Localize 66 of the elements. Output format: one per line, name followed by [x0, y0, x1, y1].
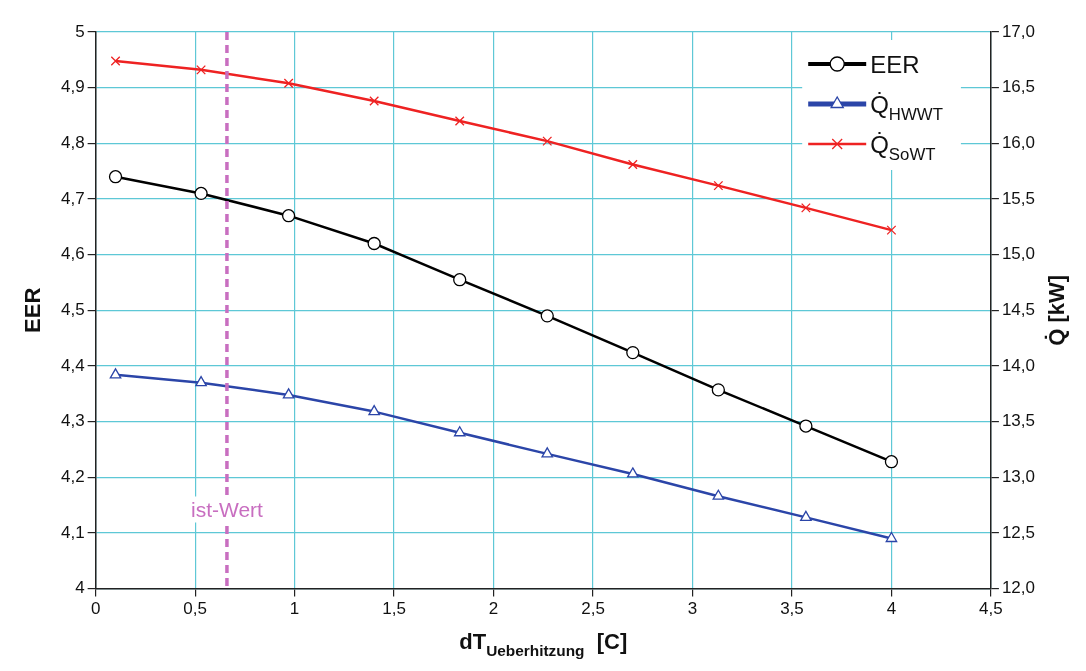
point	[367, 236, 381, 251]
point	[108, 170, 123, 184]
point	[711, 383, 725, 397]
y2-tick-label: 12,0	[1001, 578, 1036, 598]
x-tick-label: 4,5	[979, 599, 1003, 619]
x-tick-label: 2	[488, 599, 499, 619]
y-tick-label: 4,2	[60, 466, 85, 486]
point	[194, 186, 208, 201]
y2-tick-label: 16,0	[1001, 133, 1036, 153]
point	[453, 273, 467, 287]
y2-tick-label: 13,0	[1001, 466, 1036, 486]
point	[713, 180, 724, 191]
point	[453, 426, 466, 437]
y-tick-label: 4,9	[60, 77, 85, 97]
point	[195, 376, 207, 387]
point	[542, 136, 553, 146]
point	[369, 96, 380, 106]
x-tick-label: 1,5	[382, 599, 406, 619]
point	[800, 510, 812, 522]
y2-tick-label: 16,5	[1001, 77, 1036, 97]
y-tick-label: 4,4	[60, 355, 85, 375]
y2-tick-label: 13,5	[1001, 411, 1036, 431]
y2-tick-label: 12,5	[1001, 522, 1036, 542]
point	[110, 56, 121, 66]
x-tick-label: 0	[90, 599, 101, 619]
y-tick-label: 4,6	[60, 244, 85, 264]
point	[884, 455, 899, 469]
y-tick-label: 4	[75, 578, 85, 598]
point	[626, 345, 640, 360]
y2-tick-label: 17,0	[1001, 21, 1036, 41]
y-tick-label: 4,1	[60, 522, 85, 542]
y2-axis-title: Q̇ [kW]	[1043, 274, 1069, 346]
legend-label: EER	[870, 51, 920, 78]
point	[281, 209, 296, 223]
point	[282, 388, 295, 399]
point	[454, 116, 465, 126]
point	[886, 225, 897, 236]
point	[541, 447, 554, 458]
point	[627, 159, 638, 170]
point	[196, 64, 206, 75]
x-tick-label: 3	[687, 599, 698, 619]
y-tick-label: 5	[75, 21, 85, 41]
x-tick-label: 4	[886, 599, 897, 619]
point	[712, 489, 725, 500]
point	[283, 78, 294, 89]
y-tick-label: 4,8	[60, 133, 85, 153]
y-tick-label: 4,5	[60, 299, 85, 319]
point	[801, 202, 811, 213]
point	[799, 419, 813, 433]
y2-tick-label: 15,5	[1001, 188, 1036, 208]
point	[109, 368, 122, 379]
y2-tick-label: 14,5	[1001, 299, 1036, 319]
y-axis-title: EER	[20, 287, 45, 333]
x-tick-label: 0,5	[183, 599, 207, 619]
point	[626, 467, 639, 478]
point	[368, 404, 381, 416]
ref-line-label: ist-Wert	[190, 497, 264, 521]
x-tick-label: 1	[289, 599, 300, 619]
y-tick-label: 4,7	[60, 188, 85, 208]
point	[885, 531, 898, 543]
y2-tick-label: 15,0	[1001, 244, 1036, 264]
point	[540, 309, 554, 323]
y2-tick-label: 14,0	[1001, 355, 1036, 375]
y-tick-label: 4,3	[60, 411, 85, 431]
x-tick-label: 2,5	[581, 599, 605, 619]
x-tick-label: 3,5	[780, 599, 804, 619]
